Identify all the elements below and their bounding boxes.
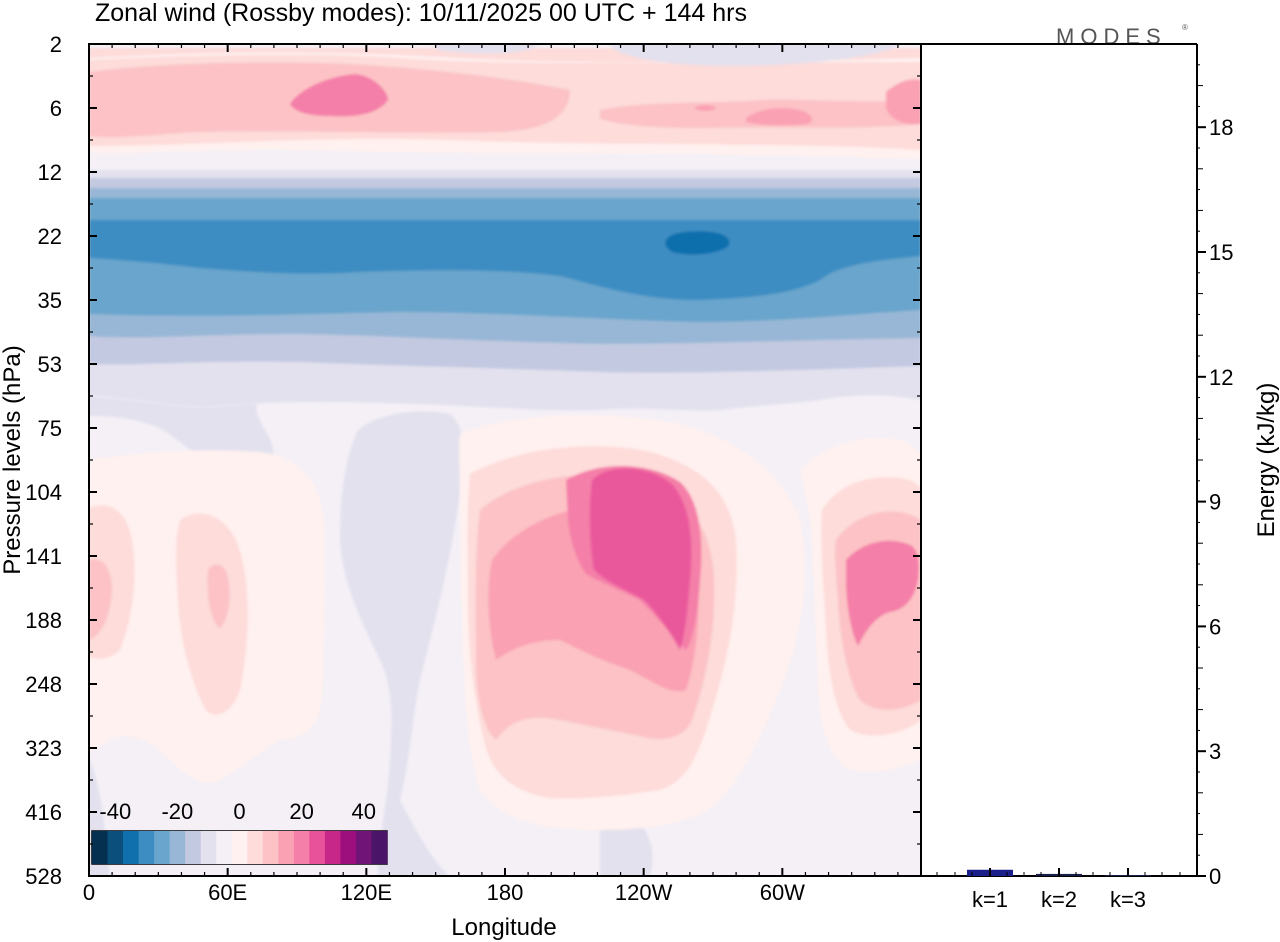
x-tick-label: 120E (341, 880, 392, 905)
energy-tick-label: 9 (1209, 490, 1221, 515)
x-tick: 60E (208, 44, 247, 905)
y-tick: 6 (50, 96, 921, 121)
colorbar-swatch (278, 831, 295, 864)
y-tick: 528 (25, 864, 921, 889)
x-tick: 0 (83, 44, 95, 905)
energy-tick-label: 0 (1209, 864, 1221, 889)
energy-tick-label: 18 (1209, 115, 1233, 140)
y-tick: 53 (38, 352, 921, 377)
y-tick-label: 141 (25, 544, 62, 569)
colorbar-swatch (123, 831, 140, 864)
colorbar-swatch (200, 831, 217, 864)
contour-field (89, 44, 921, 876)
y-tick-label: 35 (38, 288, 62, 313)
x-tick-label: 180 (487, 880, 524, 905)
x-tick: 120E (341, 44, 392, 905)
colorbar-tick-label: 0 (233, 799, 245, 824)
energy-axis-label: Energy (kJ/kg) (1253, 383, 1280, 538)
colorbar-swatch (185, 831, 202, 864)
energy-tick-label: 12 (1209, 365, 1233, 390)
colorbar-swatch (309, 831, 326, 864)
colorbar-tick-label: -20 (161, 799, 193, 824)
y-tick-label: 528 (25, 864, 62, 889)
colorbar-swatch (154, 831, 171, 864)
y-tick-label: 104 (25, 480, 62, 505)
y-tick: 75 (38, 416, 921, 441)
colorbar-swatch (107, 831, 124, 864)
colorbar-swatch (138, 831, 155, 864)
y-tick: 35 (38, 288, 921, 313)
y-tick-label: 75 (38, 416, 62, 441)
y-tick: 104 (25, 480, 921, 505)
y-tick-label: 53 (38, 352, 62, 377)
x-axis-label: Longitude (451, 914, 556, 941)
y-tick-label: 323 (25, 736, 62, 761)
colorbar-swatch (324, 831, 341, 864)
y-tick-label: 416 (25, 800, 62, 825)
y-tick: 22 (38, 224, 921, 249)
x-tick-label: 0 (83, 880, 95, 905)
x-tick-label: 60W (760, 880, 805, 905)
colorbar-tick-label: 20 (289, 799, 313, 824)
energy-tick-label: 6 (1209, 614, 1221, 639)
bar-category-label: k=2 (1041, 887, 1077, 912)
y-tick: 2 (50, 32, 921, 57)
chart-title: Zonal wind (Rossby modes): 10/11/2025 00… (95, 0, 747, 27)
y-tick-label: 6 (50, 96, 62, 121)
y-tick-label: 12 (38, 160, 62, 185)
colorbar-swatch (293, 831, 310, 864)
x-tick: 60W (760, 44, 805, 905)
bar-category-label: k=1 (972, 887, 1008, 912)
y-tick: 323 (25, 736, 921, 761)
colorbar-swatch (247, 831, 264, 864)
energy-tick: 0 (1197, 864, 1221, 889)
x-tick-label: 60E (208, 880, 247, 905)
y-axis-label: Pressure levels (hPa) (0, 345, 26, 574)
y-tick: 188 (25, 608, 921, 633)
y-tick-label: 22 (38, 224, 62, 249)
x-tick: 120W (615, 44, 673, 905)
y-tick-label: 248 (25, 672, 62, 697)
y-tick: 12 (38, 160, 921, 185)
bar-category-label: k=3 (1110, 887, 1146, 912)
y-tick-label: 188 (25, 608, 62, 633)
colorbar: -40 -20 0 20 40 (91, 799, 388, 865)
y-tick: 248 (25, 672, 921, 697)
colorbar-swatch (231, 831, 248, 864)
colorbar-swatch (92, 831, 109, 864)
y-tick: 416 (25, 800, 921, 825)
colorbar-swatch (340, 831, 357, 864)
colorbar-tick-label: 40 (351, 799, 375, 824)
energy-tick-label: 3 (1209, 739, 1221, 764)
colorbar-swatch (371, 831, 388, 864)
colorbar-swatch (262, 831, 279, 864)
colorbar-tick-label: -40 (99, 799, 131, 824)
modes-logo: MODES ® (1056, 23, 1188, 49)
colorbar-swatch (169, 831, 186, 864)
colorbar-swatch (216, 831, 233, 864)
energy-panel (921, 43, 1198, 877)
energy-tick: 15 (1197, 240, 1233, 265)
x-tick-label: 120W (615, 880, 673, 905)
energy-tick: 12 (1197, 365, 1233, 390)
logo-text: MODES (1056, 24, 1167, 49)
y-tick-label: 2 (50, 32, 62, 57)
energy-tick-label: 15 (1209, 240, 1233, 265)
logo-registered-mark: ® (1182, 23, 1188, 32)
x-tick: 180 (487, 44, 524, 905)
y-tick: 141 (25, 544, 921, 569)
colorbar-swatch (355, 831, 372, 864)
